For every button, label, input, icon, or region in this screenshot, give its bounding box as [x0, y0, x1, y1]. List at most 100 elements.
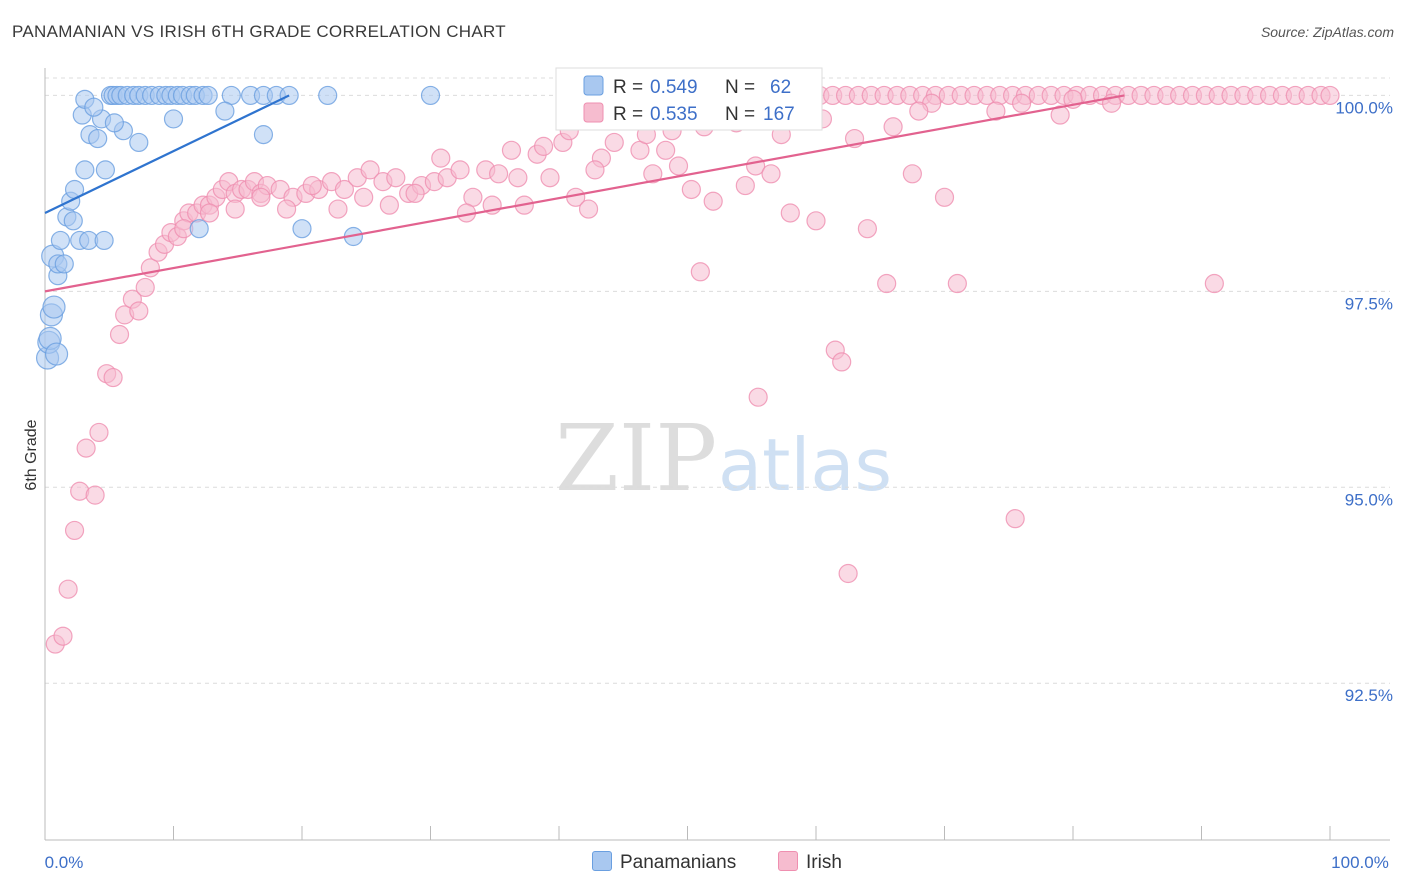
irish-point: [947, 273, 967, 294]
source-label: Source: ZipAtlas.com: [1260, 24, 1394, 40]
swatch-irish: [778, 851, 798, 871]
irish-point: [334, 179, 355, 200]
irish-point: [302, 175, 322, 196]
trend-line-irish: [44, 94, 1125, 293]
series-irish: [45, 85, 1340, 654]
irish-point: [877, 273, 897, 294]
trend-lines: [44, 94, 1125, 293]
irish-point: [76, 438, 96, 458]
irish-point: [431, 148, 451, 168]
panamanian-point: [253, 125, 274, 145]
irish-point: [354, 187, 374, 207]
panamanian-point: [198, 85, 218, 106]
panamanian-point: [44, 342, 69, 366]
panamanian-point: [54, 254, 74, 274]
panamanian-point: [189, 219, 209, 239]
irish-point: [533, 136, 554, 156]
irish-point: [405, 183, 425, 204]
irish-point: [838, 563, 858, 584]
panamanian-point: [292, 219, 312, 239]
legend-n-label-blue: N =: [725, 77, 755, 98]
irish-point: [85, 485, 105, 505]
irish-point: [58, 579, 78, 599]
y-tick-label: 95.0%: [1345, 490, 1393, 509]
irish-point: [225, 199, 245, 219]
bottom-legend-irish: Irish: [778, 851, 842, 874]
x-tick-label-max: 100.0%: [1331, 853, 1389, 872]
irish-point: [251, 187, 271, 207]
irish-point: [276, 199, 297, 219]
panamanian-point: [84, 97, 104, 117]
panamanian-point: [95, 160, 115, 180]
irish-point: [902, 164, 922, 184]
panamanian-point: [104, 113, 124, 133]
panamanian-point: [50, 230, 71, 251]
y-tick-label: 92.5%: [1345, 686, 1393, 705]
irish-point: [199, 203, 220, 223]
panamanian-point: [129, 132, 149, 153]
legend-swatch-pink: [583, 102, 604, 123]
y-axis-label: 6th Grade: [23, 419, 40, 490]
series-panamanians: [35, 85, 672, 370]
panamanian-point: [88, 128, 108, 149]
irish-point: [379, 195, 399, 215]
legend-r-label-blue: R =: [613, 77, 643, 98]
irish-point: [53, 626, 73, 646]
irish-point: [135, 277, 155, 298]
irish-point: [883, 117, 903, 137]
irish-point: [604, 132, 624, 153]
chart-title: PANAMANIAN VS IRISH 6TH GRADE CORRELATIO…: [12, 22, 506, 41]
irish-point: [748, 387, 768, 407]
y-tick-label: 100.0%: [1335, 98, 1393, 117]
irish-point: [1320, 85, 1340, 106]
irish-point: [328, 199, 348, 219]
x-ticks: [44, 826, 1331, 840]
irish-point: [832, 352, 852, 372]
irish-point: [1204, 273, 1224, 294]
irish-point: [1005, 509, 1025, 529]
irish-point: [578, 199, 599, 219]
irish-point: [643, 164, 663, 184]
irish-point: [668, 156, 689, 176]
irish-point: [735, 175, 755, 196]
legend-n-value-pink: 167: [763, 104, 795, 125]
irish-point: [103, 367, 123, 388]
swatch-panamanians: [592, 851, 612, 871]
irish-point: [501, 140, 522, 160]
legend-r-value-blue: 0.549: [650, 77, 698, 98]
irish-point: [690, 262, 710, 282]
panamanian-point: [318, 85, 338, 106]
legend-n-value-blue: 62: [770, 77, 791, 98]
panamanian-point: [42, 295, 66, 319]
y-tick-label: 97.5%: [1345, 294, 1393, 313]
irish-point: [450, 160, 470, 180]
irish-point: [909, 101, 929, 121]
panamanian-point: [420, 85, 441, 106]
irish-point: [109, 324, 130, 345]
irish-point: [857, 219, 878, 239]
irish-point: [656, 140, 676, 160]
irish-point: [681, 179, 701, 200]
trend-line-panamanians: [44, 94, 290, 214]
y-tick-labels: 92.5% 95.0% 97.5% 100.0%: [1335, 98, 1393, 705]
irish-point: [806, 211, 826, 231]
irish-point: [64, 520, 85, 541]
irish-point: [89, 422, 109, 443]
irish-point: [1011, 93, 1032, 113]
irish-point: [761, 164, 781, 184]
legend: R = 0.549 N = 62 R = 0.535 N = 167: [555, 67, 823, 131]
bottom-legend-panamanians: Panamanians: [592, 851, 736, 874]
irish-point: [386, 168, 406, 188]
legend-r-value-pink: 0.535: [650, 104, 698, 125]
irish-point: [360, 160, 380, 180]
irish-point: [508, 168, 528, 188]
label-panamanians: Panamanians: [620, 852, 737, 873]
irish-point: [703, 191, 723, 211]
legend-swatch-blue: [583, 75, 604, 96]
label-irish: Irish: [806, 852, 842, 873]
irish-point: [585, 160, 605, 180]
panamanian-point: [94, 230, 114, 251]
legend-r-label-pink: R =: [613, 104, 643, 125]
panamanian-point: [75, 160, 95, 180]
